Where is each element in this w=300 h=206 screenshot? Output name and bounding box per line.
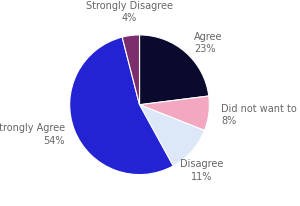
Text: Strongly Agree
54%: Strongly Agree 54% bbox=[0, 123, 65, 145]
Text: Agree
23%: Agree 23% bbox=[194, 32, 223, 54]
Text: Strongly Disagree
4%: Strongly Disagree 4% bbox=[86, 1, 173, 23]
Text: Did not want to a
8%: Did not want to a 8% bbox=[221, 104, 300, 126]
Wedge shape bbox=[70, 37, 173, 174]
Wedge shape bbox=[140, 105, 205, 166]
Text: Disagree
11%: Disagree 11% bbox=[180, 159, 223, 182]
Wedge shape bbox=[122, 35, 140, 105]
Wedge shape bbox=[140, 96, 209, 130]
Wedge shape bbox=[140, 35, 209, 105]
